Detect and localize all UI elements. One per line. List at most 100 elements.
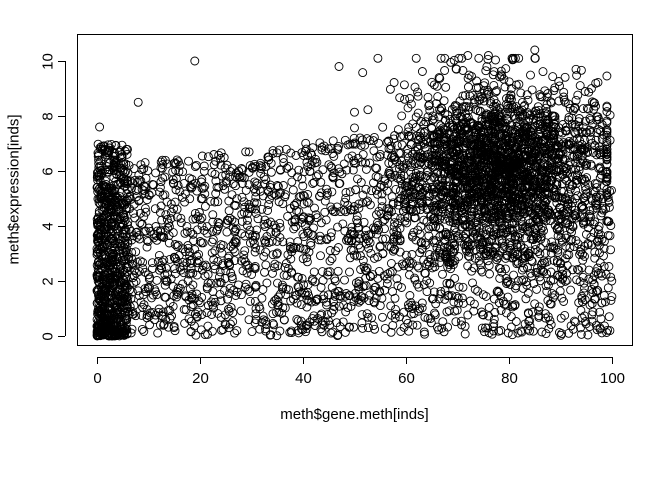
data-point: [197, 151, 207, 161]
data-point: [169, 252, 179, 262]
data-point: [276, 289, 285, 299]
data-point: [441, 188, 451, 198]
data-point: [107, 329, 117, 339]
data-point: [208, 300, 218, 310]
data-point: [538, 213, 548, 223]
data-point: [561, 241, 571, 251]
data-point: [402, 181, 412, 191]
data-point: [565, 184, 575, 194]
data-point: [576, 65, 586, 75]
data-point: [194, 208, 204, 217]
data-point: [357, 135, 367, 145]
data-point: [353, 153, 363, 163]
data-point: [244, 147, 254, 157]
data-point: [575, 162, 585, 171]
data-point: [570, 104, 580, 113]
data-point: [393, 262, 403, 272]
data-point: [286, 148, 296, 158]
data-point: [306, 241, 316, 250]
data-point: [318, 275, 328, 285]
data-point: [288, 242, 298, 252]
data-point: [512, 162, 522, 171]
data-point: [225, 319, 235, 329]
data-point: [545, 316, 555, 326]
data-point: [223, 216, 233, 226]
data-point: [239, 197, 249, 207]
data-point: [272, 148, 282, 158]
data-point: [511, 317, 521, 326]
data-point: [417, 237, 427, 247]
data-point: [349, 297, 359, 306]
data-point: [265, 180, 275, 190]
data-point: [268, 318, 278, 328]
data-point: [323, 188, 332, 198]
data-point: [472, 76, 482, 86]
data-point: [316, 251, 325, 261]
data-point: [512, 167, 522, 177]
data-point: [521, 294, 531, 304]
data-point: [270, 259, 280, 269]
data-point: [392, 141, 402, 150]
data-point: [311, 210, 321, 220]
data-point: [486, 110, 496, 120]
data-point: [209, 261, 219, 271]
data-point: [127, 247, 137, 257]
data-point: [584, 274, 594, 284]
data-point: [139, 327, 149, 336]
data-point: [97, 168, 106, 178]
data-point: [541, 238, 551, 248]
data-point: [316, 310, 326, 320]
data-point: [111, 140, 121, 150]
data-point: [158, 190, 168, 200]
data-point: [530, 167, 540, 177]
data-point: [557, 263, 566, 273]
data-point: [423, 257, 433, 267]
data-point: [188, 214, 198, 224]
data-point: [438, 123, 448, 133]
data-point: [384, 166, 394, 176]
data-point: [369, 178, 378, 188]
data-point: [557, 210, 567, 219]
data-point: [586, 134, 596, 144]
data-point: [503, 328, 513, 338]
data-point: [424, 261, 434, 270]
data-point: [403, 127, 413, 137]
data-point: [472, 140, 482, 150]
data-point: [112, 321, 122, 331]
data-point: [379, 271, 389, 281]
data-point: [476, 167, 486, 177]
data-point: [333, 266, 343, 276]
data-point: [510, 156, 520, 166]
data-point: [580, 196, 590, 206]
data-point: [259, 251, 269, 261]
data-point: [346, 245, 356, 255]
data-point: [251, 187, 261, 197]
data-point: [240, 246, 250, 256]
data-point: [396, 327, 406, 336]
data-point: [504, 125, 514, 135]
data-point: [422, 196, 432, 206]
data-point: [599, 261, 609, 271]
data-point: [395, 224, 405, 233]
data-point: [584, 211, 594, 221]
data-point: [537, 327, 547, 337]
data-point: [194, 263, 204, 273]
data-point: [540, 183, 549, 193]
data-point: [226, 268, 236, 278]
data-point: [593, 196, 603, 206]
data-point: [289, 224, 299, 234]
data-point: [106, 208, 116, 217]
data-point: [401, 186, 411, 196]
data-point: [131, 247, 141, 257]
data-point: [587, 161, 597, 171]
data-point: [555, 286, 565, 296]
data-point: [428, 294, 437, 304]
data-point: [280, 192, 290, 202]
data-point: [434, 294, 444, 304]
data-point: [482, 195, 492, 205]
data-point: [143, 283, 153, 292]
data-point: [94, 219, 103, 229]
data-point: [219, 153, 229, 162]
data-point: [526, 70, 535, 80]
data-point: [444, 177, 454, 187]
